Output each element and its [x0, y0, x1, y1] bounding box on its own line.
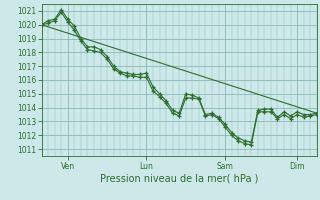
X-axis label: Pression niveau de la mer( hPa ): Pression niveau de la mer( hPa ): [100, 173, 258, 183]
